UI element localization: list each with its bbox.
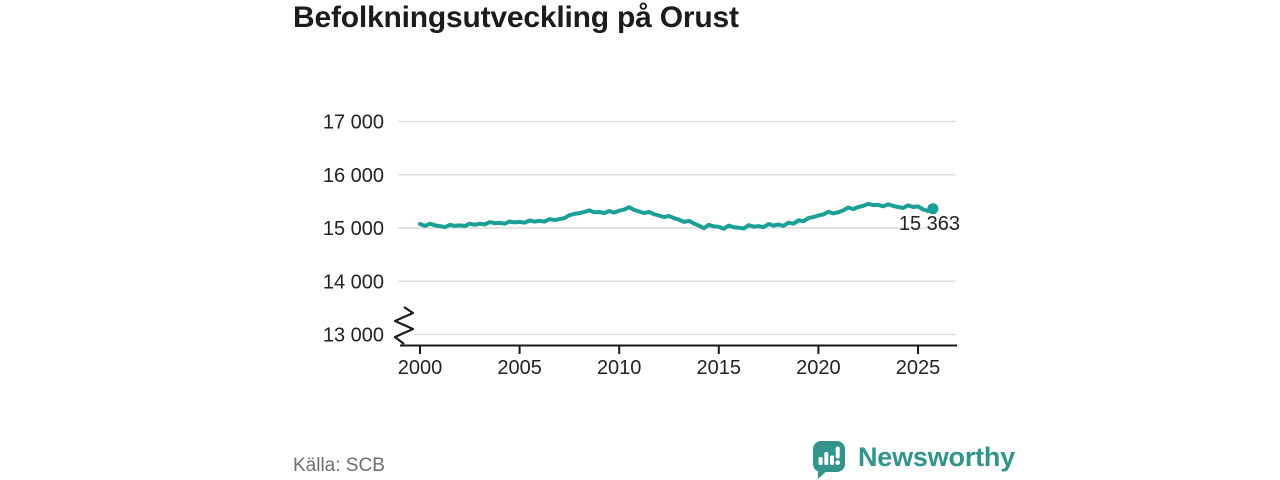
x-tick-label: 2005 <box>497 357 542 379</box>
newsworthy-logo: Newsworthy <box>811 440 1015 480</box>
x-tick-label: 2015 <box>697 357 742 379</box>
y-tick-label: 16 000 <box>323 165 384 187</box>
y-tick-label: 15 000 <box>323 218 384 240</box>
y-tick-label: 13 000 <box>323 325 384 347</box>
newsworthy-icon <box>813 441 845 479</box>
latest-value-label: 15 363 <box>899 213 960 235</box>
x-tick-label: 2020 <box>796 357 841 379</box>
y-tick-label: 17 000 <box>323 112 384 134</box>
population-line <box>418 201 935 231</box>
chart-title: Befolkningsutveckling på Orust <box>293 1 739 34</box>
x-tick-label: 2025 <box>896 357 941 379</box>
brand-name: Newsworthy <box>858 441 1016 472</box>
axis-break-icon <box>393 306 415 345</box>
x-tick-label: 2010 <box>597 357 642 379</box>
latest-point-marker <box>927 203 939 215</box>
x-tick-label: 2000 <box>398 357 443 379</box>
source-label: Källa: SCB <box>293 455 385 476</box>
y-tick-label: 14 000 <box>323 271 384 293</box>
